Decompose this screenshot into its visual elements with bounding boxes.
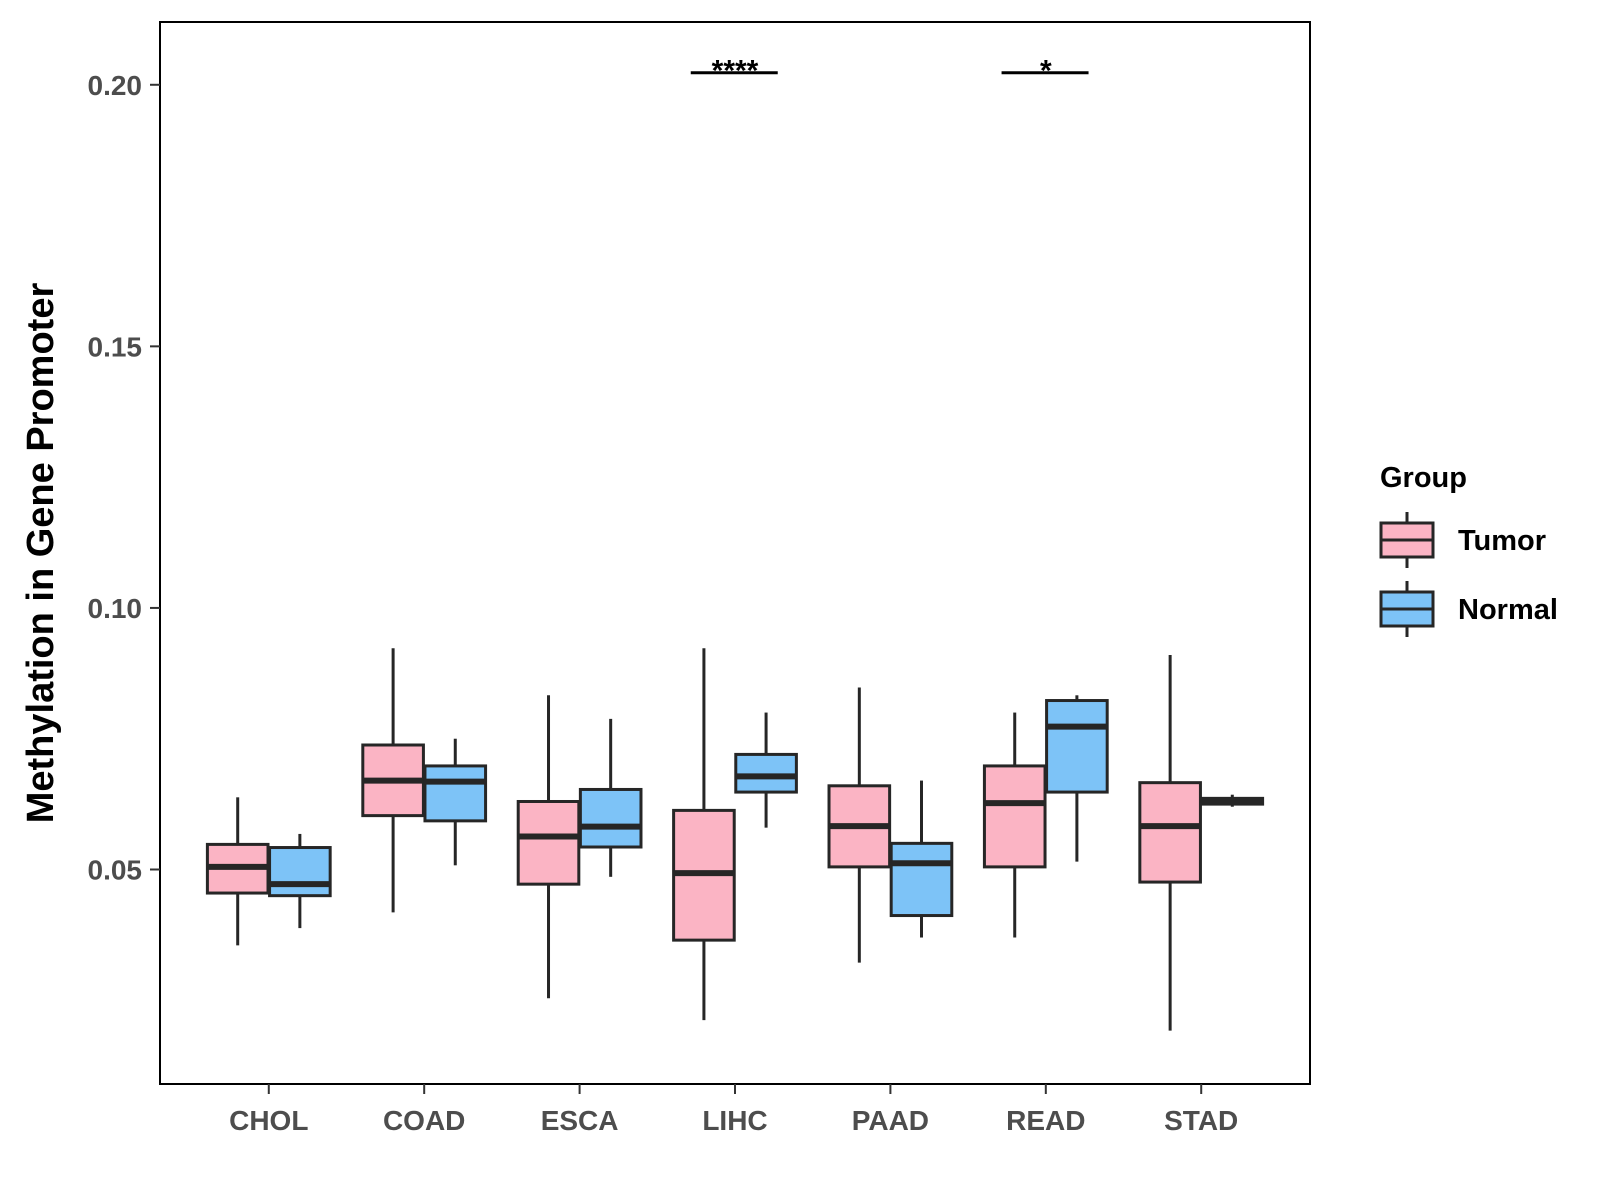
x-tick-label: COAD: [383, 1105, 465, 1136]
box-normal-coad: [423, 738, 488, 866]
box-normal-esca: [578, 718, 643, 877]
x-tick-label: PAAD: [852, 1105, 929, 1136]
x-tick-label: CHOL: [229, 1105, 308, 1136]
x-tick-label: STAD: [1164, 1105, 1238, 1136]
legend-label: Normal: [1458, 594, 1558, 626]
y-tick-label: 0.10: [88, 593, 143, 624]
significance-label: ****: [712, 55, 759, 88]
box-iqr: [734, 752, 798, 794]
y-tick-label: 0.15: [88, 331, 143, 362]
y-tick-label: 0.05: [88, 855, 143, 886]
legend-entry-normal: Normal: [1379, 581, 1558, 637]
legend-label: Tumor: [1458, 525, 1546, 557]
legend-title: Group: [1380, 462, 1467, 494]
significance-layer: **** *: [690, 55, 1089, 88]
box-normal-stad: [1200, 794, 1265, 807]
x-tick-label: LIHC: [702, 1105, 767, 1136]
legend: Group Tumor Normal: [1379, 462, 1558, 637]
legend-entry-tumor: Tumor: [1379, 512, 1546, 568]
y-axis-title: Methylation in Gene Promoter: [20, 283, 62, 824]
box-tumor-coad: [361, 648, 425, 913]
box-tumor-read: [982, 712, 1047, 938]
x-tick-label: READ: [1006, 1105, 1085, 1136]
box-tumor-lihc: [672, 648, 736, 1021]
box-tumor-esca: [516, 695, 581, 999]
box-iqr: [889, 841, 954, 918]
box-iqr: [578, 787, 643, 849]
box-normal-lihc: [734, 712, 798, 828]
box-iqr: [268, 846, 332, 898]
y-axis: 0.05 0.10 0.15 0.20: [88, 70, 160, 886]
x-axis: CHOL COAD ESCA LIHC PAAD READ STAD: [229, 1084, 1238, 1136]
box-iqr: [423, 764, 488, 823]
box-normal-read: [1045, 695, 1109, 862]
box-normal-paad: [889, 780, 954, 938]
box-iqr: [1138, 781, 1202, 884]
box-normal-chol: [268, 833, 332, 929]
box-tumor-paad: [827, 687, 892, 963]
box-iqr: [516, 799, 581, 886]
box-layer: [205, 648, 1265, 1031]
x-tick-label: ESCA: [541, 1105, 619, 1136]
box-tumor-chol: [205, 797, 270, 946]
box-tumor-stad: [1138, 655, 1202, 1031]
box-iqr: [982, 764, 1047, 869]
box-iqr: [1045, 699, 1109, 794]
y-tick-label: 0.20: [88, 70, 143, 101]
significance-label: *: [1040, 55, 1052, 88]
